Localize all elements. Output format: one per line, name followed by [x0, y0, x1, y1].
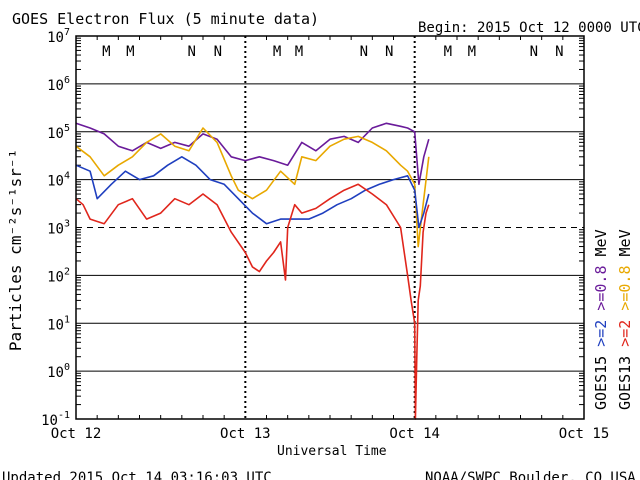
y-tick-label: 103	[47, 219, 70, 238]
y-tick-label: 106	[47, 75, 70, 94]
y-tick-label: 104	[47, 171, 70, 190]
plot-frame	[75, 35, 585, 420]
top-marker-m: M	[273, 44, 281, 60]
top-marker-n: N	[385, 44, 393, 60]
goes13-legend-item: MeV	[616, 229, 634, 265]
updated-timestamp: Updated 2015 Oct 14 03:16:03 UTC	[2, 470, 272, 480]
goes15-legend: GOES15 >=2 >=0.8 MeV	[592, 229, 610, 410]
top-marker-n: N	[530, 44, 538, 60]
top-marker-m: M	[102, 44, 110, 60]
y-tick-label: 107	[47, 27, 70, 46]
goes13-legend-item: GOES13	[616, 356, 634, 410]
y-tick-label: 102	[47, 266, 70, 285]
goes15-legend-item: MeV	[592, 229, 610, 265]
begin-label: Begin: 2015 Oct 12 0000 UTC	[418, 20, 640, 36]
top-marker-n: N	[187, 44, 195, 60]
goes13-legend: GOES13 >=2 >=0.8 MeV	[616, 229, 634, 410]
series-line-4	[75, 183, 430, 420]
x-tick-label: Oct 15	[559, 426, 610, 442]
top-marker-n: N	[360, 44, 368, 60]
goes15-legend-item: >=0.8	[592, 266, 610, 320]
goes13-legend-item: >=0.8	[616, 266, 634, 320]
x-tick-label: Oct 14	[389, 426, 440, 442]
goes13-legend-item: >=2	[616, 320, 634, 356]
top-marker-n: N	[555, 44, 563, 60]
top-marker-m: M	[295, 44, 303, 60]
goes15-legend-item: >=2	[592, 320, 610, 356]
y-tick-label: 100	[47, 362, 70, 381]
top-marker-m: M	[126, 44, 134, 60]
y-tick-label: 101	[47, 314, 70, 333]
y-axis-label: Particles cm⁻²s⁻¹sr⁻¹	[6, 149, 25, 351]
credit-label: NOAA/SWPC Boulder, CO USA	[425, 470, 636, 480]
top-marker-m: M	[468, 44, 476, 60]
y-tick-label: 10-1	[41, 410, 70, 429]
y-tick-label: 105	[47, 123, 70, 142]
x-tick-label: Oct 12	[51, 426, 102, 442]
series-line-1	[75, 122, 430, 186]
top-marker-n: N	[214, 44, 222, 60]
chart-title: GOES Electron Flux (5 minute data)	[12, 10, 319, 28]
top-marker-m: M	[444, 44, 452, 60]
series-line-3	[75, 156, 430, 229]
x-tick-label: Oct 13	[220, 426, 271, 442]
goes15-legend-item: GOES15	[592, 356, 610, 410]
x-axis-label: Universal Time	[277, 444, 387, 459]
series-line-2	[75, 127, 430, 248]
